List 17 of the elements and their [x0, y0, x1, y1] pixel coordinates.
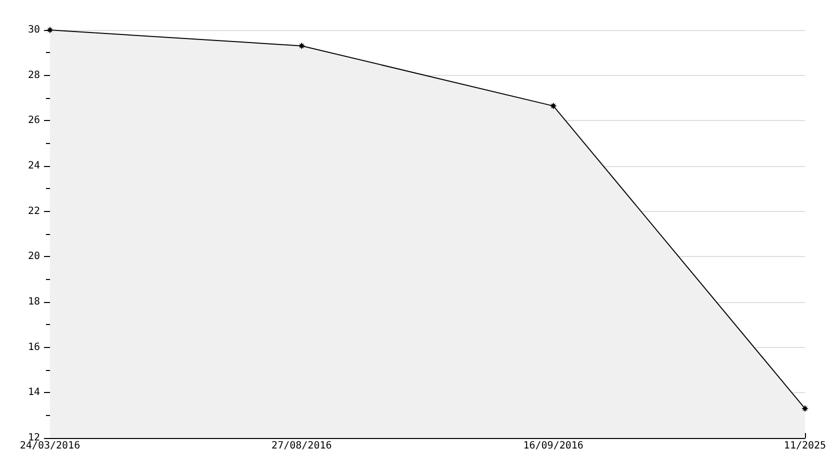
x-tick-label: 11/2025 — [784, 440, 826, 452]
x-tick-label: 27/08/2016 — [272, 440, 332, 452]
x-tick-label: 16/09/2016 — [523, 440, 584, 452]
y-tick-label: 16 — [28, 342, 40, 353]
y-tick-label: 28 — [28, 70, 40, 81]
point — [550, 102, 557, 110]
y-tick-label: 24 — [28, 160, 40, 172]
point — [46, 26, 54, 34]
y-tick-label: 14 — [28, 387, 40, 398]
y-tick-label: 20 — [28, 251, 40, 262]
y-tick-label: 18 — [28, 296, 40, 308]
y-tick-label: 26 — [28, 115, 40, 126]
point — [298, 42, 306, 50]
y-tick-label: 30 — [28, 24, 40, 36]
x-tick-label: 24/03/2016 — [20, 440, 80, 452]
y-tick-label: 22 — [28, 206, 40, 217]
point — [802, 405, 808, 412]
